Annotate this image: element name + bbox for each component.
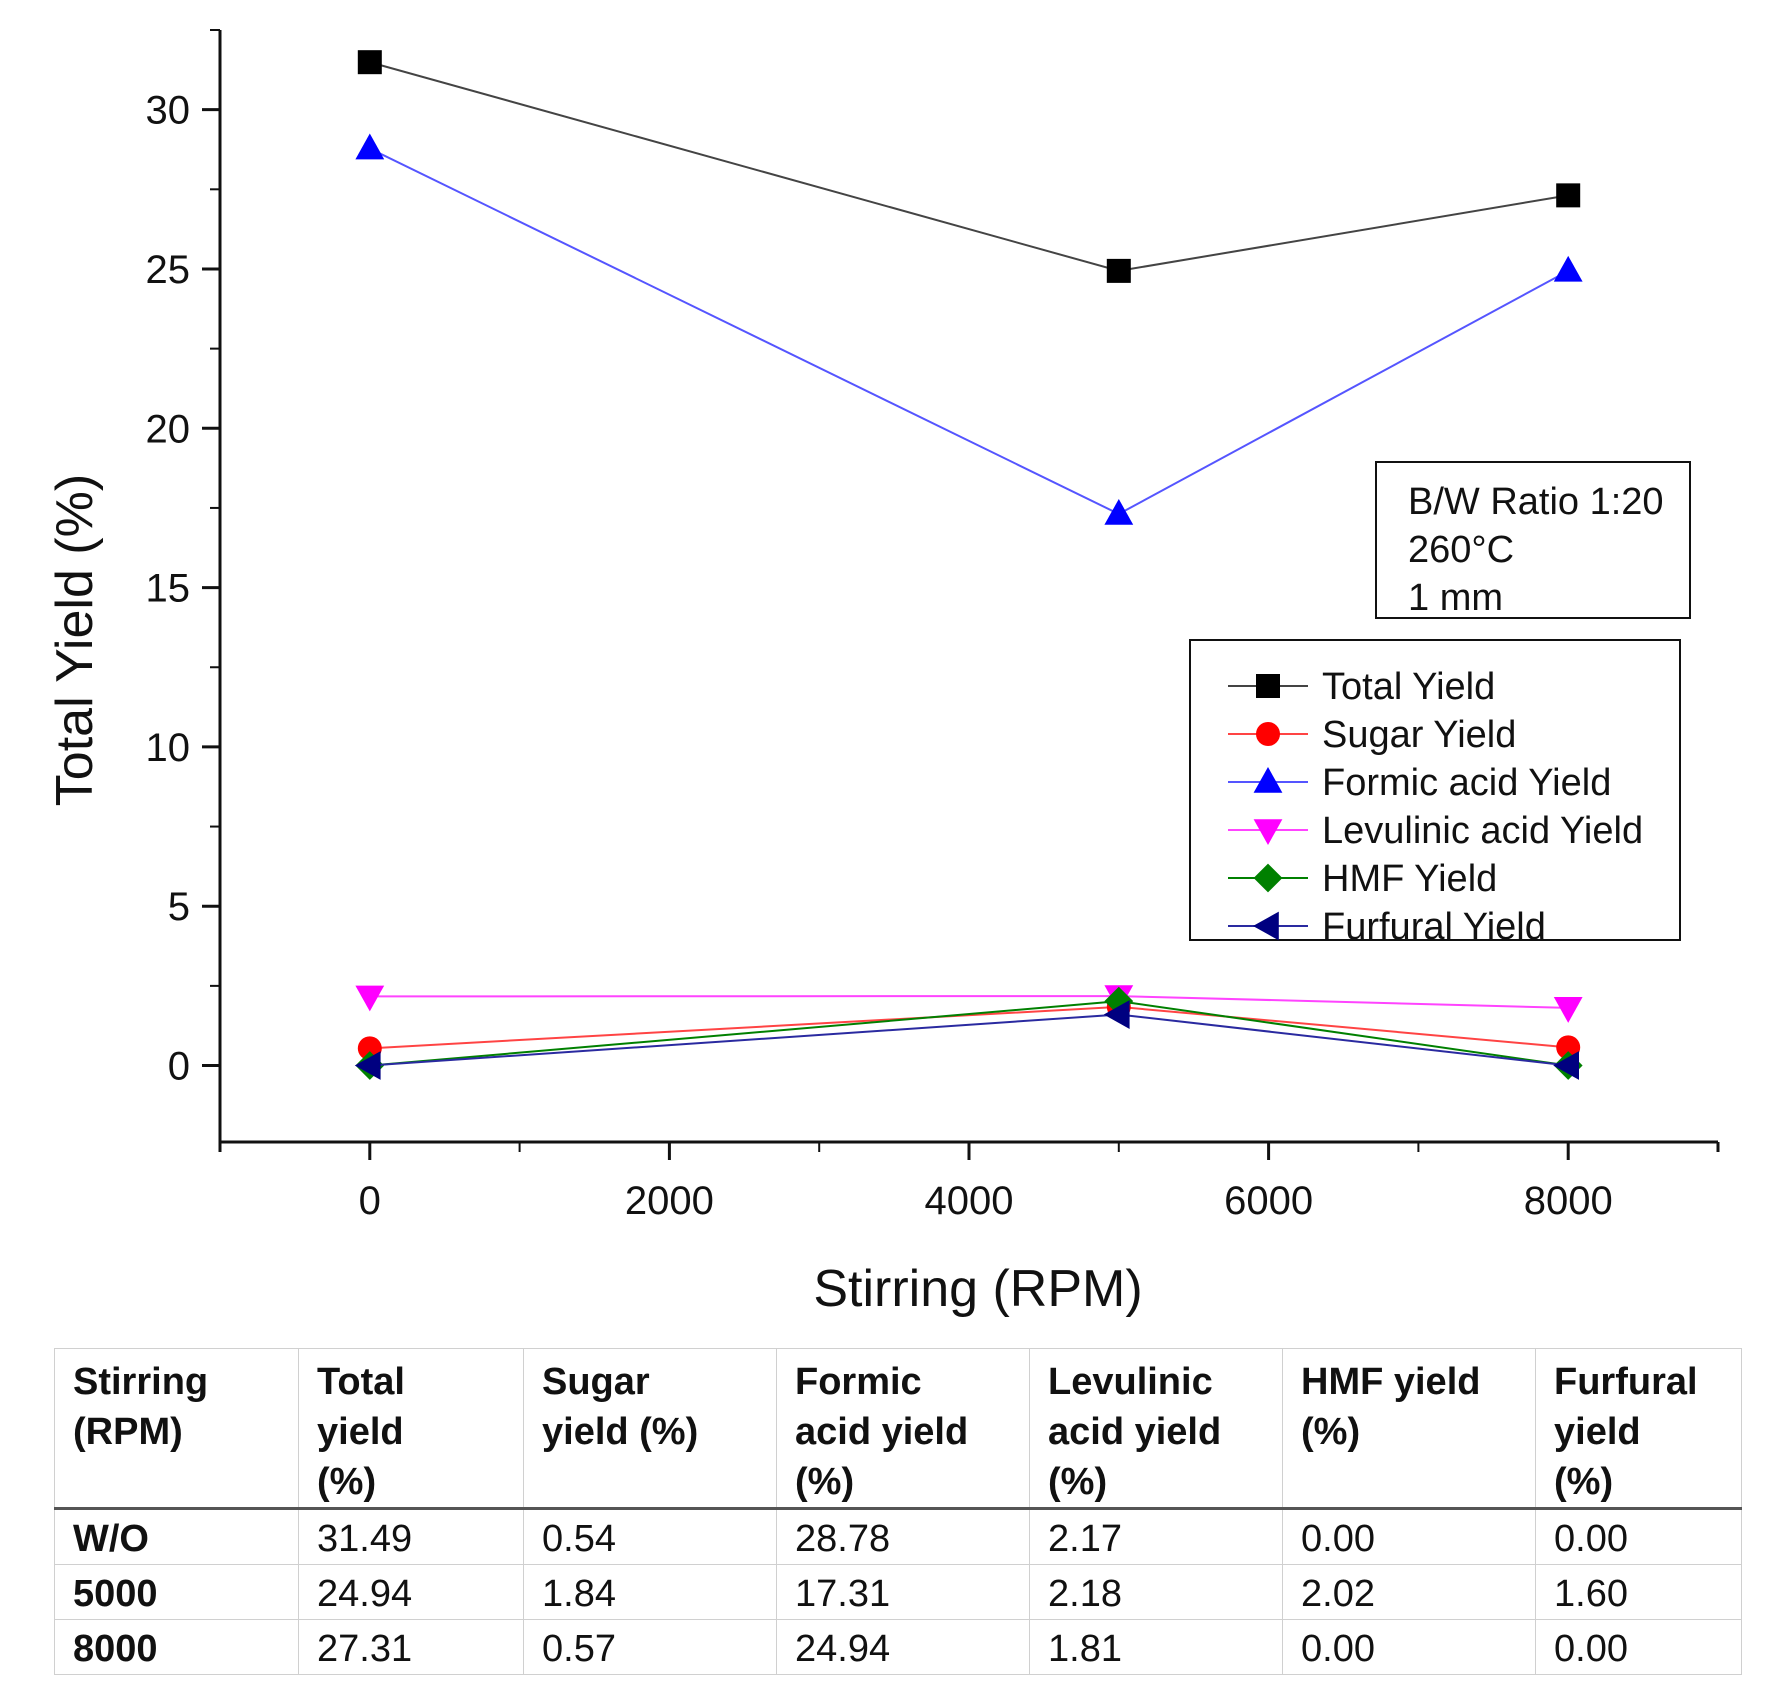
table-cell: 0.00 bbox=[1535, 1619, 1742, 1675]
data-point bbox=[1553, 997, 1583, 1023]
series-formic-acid-yield bbox=[355, 133, 1583, 525]
y-tick-label: 20 bbox=[146, 407, 191, 451]
data-point bbox=[1556, 183, 1581, 208]
table-header: Stirring (RPM) bbox=[54, 1348, 299, 1510]
y-tick-label: 10 bbox=[146, 726, 191, 770]
table-cell: 0.00 bbox=[1282, 1508, 1536, 1565]
y-tick-label: 15 bbox=[146, 567, 191, 611]
table-cell: 27.31 bbox=[298, 1619, 524, 1675]
table-header: Formic acid yield (%) bbox=[776, 1348, 1030, 1510]
table-cell: 0.54 bbox=[523, 1508, 777, 1565]
series-line bbox=[369, 995, 1569, 1009]
legend-label: Total Yield bbox=[1322, 666, 1495, 708]
table-cell: 28.78 bbox=[776, 1508, 1030, 1565]
table-cell: 17.31 bbox=[776, 1564, 1030, 1620]
condition-note: B/W Ratio 1:20 260°C 1 mm bbox=[1375, 461, 1691, 619]
table-header-row: Stirring (RPM) Total yield (%) Sugar yield (… bbox=[54, 1348, 1742, 1510]
data-point bbox=[1253, 863, 1283, 893]
data-point bbox=[1104, 498, 1134, 525]
x-tick-label: 2000 bbox=[625, 1179, 714, 1223]
data-point bbox=[355, 133, 385, 160]
legend-label: HMF Yield bbox=[1322, 858, 1497, 900]
series-levulinic-acid-yield bbox=[355, 985, 1583, 1023]
x-tick-label: 6000 bbox=[1224, 1179, 1313, 1223]
series-line bbox=[369, 1000, 1569, 1067]
table-row: 8000 27.31 0.57 24.94 1.81 0.00 0.00 bbox=[54, 1619, 1742, 1675]
table-row: W/O 31.49 0.54 28.78 2.17 0.00 0.00 bbox=[54, 1508, 1742, 1565]
legend-entry: Sugar Yield bbox=[1228, 714, 1516, 756]
legend-label: Furfural Yield bbox=[1322, 906, 1546, 948]
legend-entries: Total Yield Sugar Yield Formic acid Yield L… bbox=[1228, 666, 1643, 948]
table-cell: 2.18 bbox=[1029, 1564, 1283, 1620]
table-cell: W/O bbox=[54, 1508, 299, 1565]
x-tick-label: 4000 bbox=[925, 1179, 1014, 1223]
table-header: Furfural yield (%) bbox=[1535, 1348, 1742, 1510]
table-header: Sugar yield (%) bbox=[523, 1348, 777, 1510]
y-tick-label: 0 bbox=[168, 1045, 190, 1089]
table-cell: 0.00 bbox=[1535, 1508, 1742, 1565]
table-cell: 0.00 bbox=[1282, 1619, 1536, 1675]
table-cell: 24.94 bbox=[776, 1619, 1030, 1675]
legend-entry: Levulinic acid Yield bbox=[1228, 810, 1643, 852]
data-point bbox=[354, 1051, 381, 1080]
series-layer bbox=[354, 50, 1583, 1080]
x-tick-label: 8000 bbox=[1524, 1179, 1613, 1223]
data-point bbox=[1103, 1000, 1130, 1029]
condition-note-box bbox=[1375, 461, 1691, 619]
legend-entry: Furfural Yield bbox=[1228, 906, 1546, 948]
series-hmf-yield bbox=[355, 986, 1583, 1080]
yield-table: Stirring (RPM) Total yield (%) Sugar yield (… bbox=[54, 1348, 1742, 1675]
table-header: Levulinic acid yield (%) bbox=[1029, 1348, 1283, 1510]
condition-note-line: B/W Ratio 1:20 bbox=[1408, 481, 1664, 523]
table-cell: 1.60 bbox=[1535, 1564, 1742, 1620]
line-chart: 0 5 10 15 20 25 30 0 2000 4000 6000 8000 Total Yie… bbox=[46, 29, 1720, 1318]
axes: 0 5 10 15 20 25 30 0 2000 4000 6000 8000 bbox=[146, 29, 1720, 1223]
y-tick-label: 5 bbox=[168, 885, 190, 929]
data-point bbox=[355, 985, 385, 1012]
table-cell: 1.84 bbox=[523, 1564, 777, 1620]
data-point bbox=[1256, 722, 1280, 746]
data-point bbox=[357, 50, 382, 75]
condition-note-line: 1 mm bbox=[1408, 577, 1503, 619]
table-cell: 8000 bbox=[54, 1619, 299, 1675]
data-point bbox=[1256, 674, 1280, 698]
table-cell: 31.49 bbox=[298, 1508, 524, 1565]
table-cell: 2.02 bbox=[1282, 1564, 1536, 1620]
y-ticks: 0 5 10 15 20 25 30 bbox=[146, 29, 220, 1089]
series-total-yield bbox=[357, 50, 1581, 283]
table-cell: 24.94 bbox=[298, 1564, 524, 1620]
y-axis-title: Total Yield (%) bbox=[46, 474, 104, 806]
data-point bbox=[1556, 1035, 1581, 1060]
series-line bbox=[369, 61, 1569, 272]
table-header: HMF yield (%) bbox=[1282, 1348, 1536, 1510]
table-header: Total yield (%) bbox=[298, 1348, 524, 1510]
legend: Total Yield Sugar Yield Formic acid Yield L… bbox=[1189, 639, 1681, 948]
legend-label: Formic acid Yield bbox=[1322, 762, 1611, 804]
table-cell: 5000 bbox=[54, 1564, 299, 1620]
data-point bbox=[1253, 911, 1279, 941]
x-ticks: 0 2000 4000 6000 8000 bbox=[218, 1142, 1720, 1223]
legend-label: Sugar Yield bbox=[1322, 714, 1516, 756]
data-point bbox=[1253, 767, 1283, 793]
legend-entry: HMF Yield bbox=[1228, 858, 1497, 900]
legend-entry: Formic acid Yield bbox=[1228, 762, 1611, 804]
x-tick-label: 0 bbox=[359, 1179, 381, 1223]
table-cell: 0.57 bbox=[523, 1619, 777, 1675]
x-axis-title: Stirring (RPM) bbox=[813, 1260, 1142, 1318]
table-row: 5000 24.94 1.84 17.31 2.18 2.02 1.60 bbox=[54, 1564, 1742, 1620]
condition-note-line: 260°C bbox=[1408, 529, 1514, 571]
table-cell: 2.17 bbox=[1029, 1508, 1283, 1565]
data-point bbox=[1253, 819, 1283, 845]
series-line bbox=[369, 147, 1569, 516]
legend-label: Levulinic acid Yield bbox=[1322, 810, 1643, 852]
y-tick-label: 25 bbox=[146, 248, 191, 292]
table-cell: 1.81 bbox=[1029, 1619, 1283, 1675]
data-point bbox=[1553, 1051, 1579, 1080]
series-furfural-yield bbox=[354, 1000, 1579, 1080]
y-tick-label: 30 bbox=[146, 89, 191, 133]
legend-entry: Total Yield bbox=[1228, 666, 1495, 708]
data-point bbox=[1106, 258, 1131, 283]
data-point bbox=[1553, 255, 1583, 282]
